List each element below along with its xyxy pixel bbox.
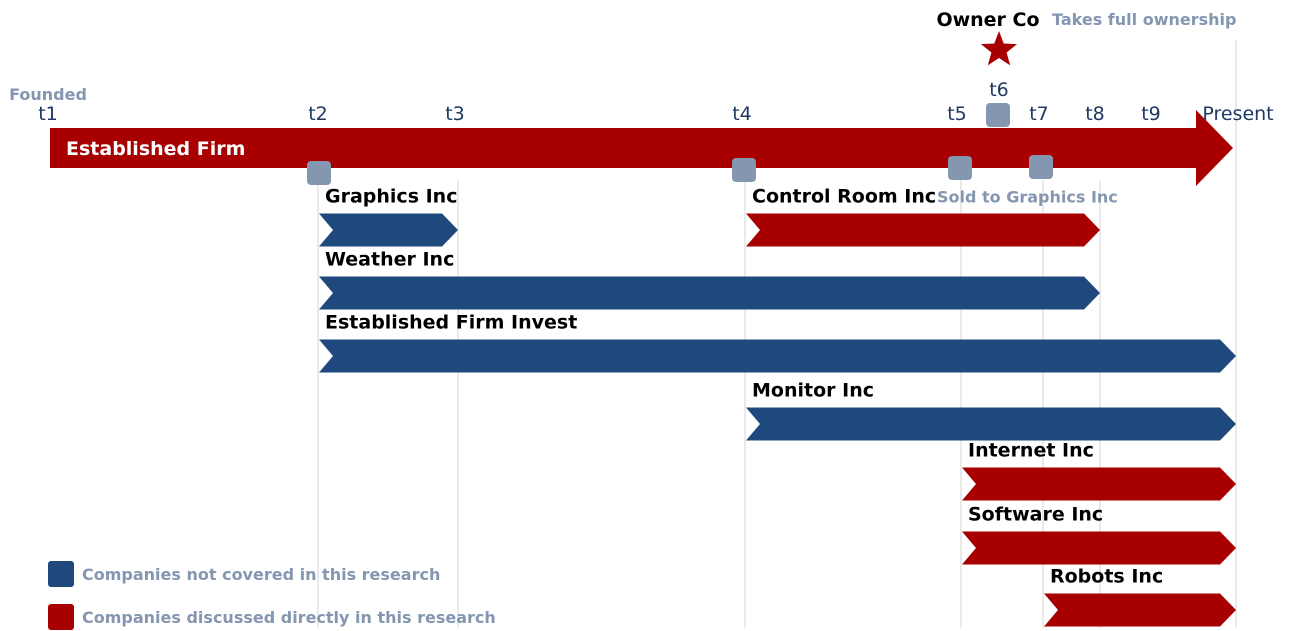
monitor-inc-bar (746, 407, 1236, 441)
internet-inc-label: Internet Inc (968, 440, 1094, 462)
weather-inc-bar (319, 276, 1100, 310)
tick-label-t6: t6 (989, 79, 1009, 101)
control-room-inc-bar (746, 213, 1100, 247)
legend-swatch-blue (48, 561, 74, 587)
tick-label-t4: t4 (732, 103, 752, 125)
legend-swatch-red (48, 604, 74, 630)
star-icon (980, 31, 1018, 66)
tick-label-t8: t8 (1085, 103, 1105, 125)
tick-label-t2: t2 (308, 103, 328, 125)
owner-co-label: Owner Co (936, 9, 1039, 31)
legend-label-red: Companies discussed directly in this res… (82, 608, 496, 627)
tick-label-t9: t9 (1141, 103, 1161, 125)
robots-inc-label: Robots Inc (1050, 566, 1163, 588)
legend-label-blue: Companies not covered in this research (82, 565, 440, 584)
tick-label-t7: t7 (1029, 103, 1049, 125)
graphics-inc-bar (319, 213, 458, 247)
weather-inc-label: Weather Inc (325, 249, 454, 271)
event-marker-t7 (1029, 155, 1053, 179)
tick-label-t3: t3 (445, 103, 465, 125)
control-room-inc-note: Sold to Graphics Inc (937, 188, 1118, 207)
founded-label: Founded (9, 85, 87, 104)
event-marker-t4 (732, 158, 756, 182)
software-inc-label: Software Inc (968, 504, 1103, 526)
established-firm-invest-bar (319, 339, 1236, 373)
takes-full-ownership-note: Takes full ownership (1052, 10, 1236, 29)
robots-inc-bar (1044, 593, 1236, 627)
monitor-inc-label: Monitor Inc (752, 380, 874, 402)
event-marker-t5 (948, 156, 972, 180)
tick-label-t1: t1 (38, 103, 58, 125)
software-inc-bar (962, 531, 1236, 565)
event-marker-t2 (307, 161, 331, 185)
tick-label-present: Present (1202, 103, 1273, 125)
control-room-inc-label: Control Room Inc (752, 186, 936, 208)
internet-inc-bar (962, 467, 1236, 501)
established-firm-invest-label: Established Firm Invest (325, 312, 577, 334)
event-marker-t6 (986, 103, 1010, 127)
established-firm-arrow (50, 110, 1233, 186)
established-firm-label: Established Firm (66, 138, 245, 160)
tick-label-t5: t5 (947, 103, 967, 125)
graphics-inc-label: Graphics Inc (325, 186, 457, 208)
